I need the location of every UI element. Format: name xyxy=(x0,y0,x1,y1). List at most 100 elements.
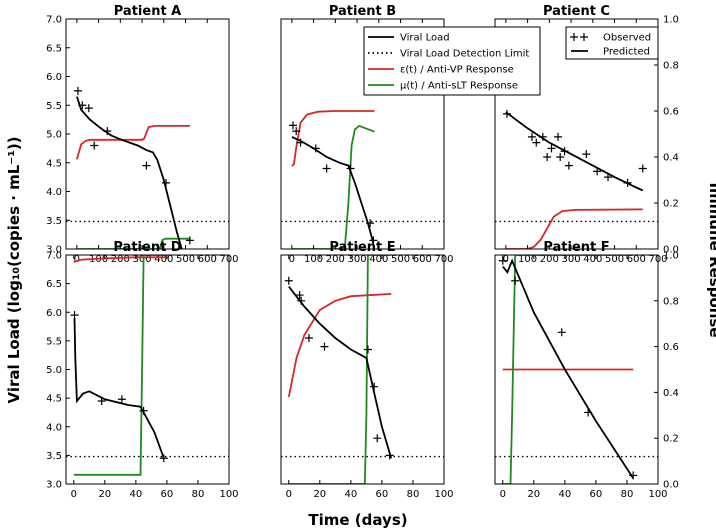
y2-tick-label: 0.6 xyxy=(663,107,679,118)
observed-point xyxy=(584,408,593,417)
y-tick-label: 3.5 xyxy=(46,451,62,462)
observed-point xyxy=(629,471,638,480)
observed-point xyxy=(284,276,293,285)
x-tick-label: 0 xyxy=(71,489,77,500)
y-tick-label: 5.0 xyxy=(46,130,62,141)
observed-point xyxy=(385,451,394,460)
anti-slt-line xyxy=(502,255,634,484)
legend-label: Predicted xyxy=(603,47,650,58)
observed-point xyxy=(296,138,305,147)
y2-tick-label: 0.8 xyxy=(663,296,679,307)
x-tick-label: 0 xyxy=(500,489,506,500)
panel-title: Patient D xyxy=(113,240,181,255)
x-tick-label: 200 xyxy=(326,254,345,265)
x-tick-label: 100 xyxy=(648,489,667,500)
legend-marker xyxy=(580,33,588,41)
observed-point xyxy=(297,296,306,305)
legend-main: Viral Load Viral Load Detection Limit ε(t)… xyxy=(363,26,541,96)
x-tick-label: 20 xyxy=(527,489,540,500)
x-tick-label: 80 xyxy=(621,489,634,500)
panel-title: Patient C xyxy=(543,4,610,19)
y2-tick-label: 1.0 xyxy=(663,15,679,26)
observed-point xyxy=(366,219,375,228)
observed-point xyxy=(288,121,297,130)
legend-label: Viral Load xyxy=(400,33,450,44)
observed-point xyxy=(623,178,632,187)
x-tick-label: 40 xyxy=(344,489,357,500)
x-tick-label: 0 xyxy=(286,489,292,500)
observed-point xyxy=(560,147,569,156)
observed-point xyxy=(564,161,573,170)
observed-point xyxy=(502,109,511,118)
viral-load-line xyxy=(76,96,183,249)
plot-area xyxy=(495,255,658,484)
x-tick-label: 600 xyxy=(627,254,646,265)
y-tick-label: 4.5 xyxy=(46,394,62,405)
observed-point xyxy=(369,236,378,245)
observed-point xyxy=(185,236,194,245)
observed-point xyxy=(638,164,647,173)
x-tick-label: 0 xyxy=(74,254,80,265)
observed-point xyxy=(511,276,520,285)
panel-frame xyxy=(494,254,659,485)
x-tick-label: 400 xyxy=(154,254,173,265)
legend-label: Viral Load Detection Limit xyxy=(400,49,529,60)
observed-point xyxy=(593,167,602,176)
y-axis-label-left: Viral Load (log₁₀(copies · mL⁻¹)) xyxy=(5,136,23,403)
anti-slt-line xyxy=(291,124,375,249)
anti-slt-line xyxy=(73,255,167,476)
x-axis-label: Time (days) xyxy=(308,511,407,529)
y-tick-label: 6.0 xyxy=(46,308,62,319)
observed-point xyxy=(346,164,355,173)
observed-point xyxy=(547,144,556,153)
y2-tick-label: 0.4 xyxy=(663,388,679,399)
legend-marker xyxy=(570,33,578,41)
x-tick-label: 20 xyxy=(98,489,111,500)
x-tick-label: 80 xyxy=(407,489,420,500)
observed-point xyxy=(582,150,591,159)
observed-point xyxy=(543,153,552,161)
x-tick-label: 300 xyxy=(562,254,581,265)
panel-frame xyxy=(494,18,659,250)
observed-point xyxy=(527,132,536,141)
anti-vp-line xyxy=(291,110,375,167)
observed-point xyxy=(142,161,151,170)
y2-tick-label: 0.0 xyxy=(663,480,679,491)
observed-point xyxy=(370,382,379,391)
x-tick-label: 300 xyxy=(133,254,152,265)
y-tick-label: 5.0 xyxy=(46,365,62,376)
x-tick-label: 100 xyxy=(304,254,323,265)
y-tick-label: 5.5 xyxy=(46,336,62,347)
y2-tick-label: 0.8 xyxy=(663,61,679,72)
y2-tick-label: 0.0 xyxy=(663,245,679,256)
x-tick-label: 500 xyxy=(605,254,624,265)
x-tick-label: 600 xyxy=(198,254,217,265)
y2-tick-label: 0.2 xyxy=(663,434,679,445)
x-tick-label: 80 xyxy=(192,489,205,500)
observed-point xyxy=(320,342,329,351)
x-tick-label: 0 xyxy=(289,254,295,265)
panel-title: Patient F xyxy=(543,240,609,255)
x-tick-label: 40 xyxy=(558,489,571,500)
panel-1: Patient A0 100 200 300 400 500 600 7003.03.54.0… xyxy=(46,4,238,265)
observed-point xyxy=(292,127,301,136)
plot-area xyxy=(66,86,229,249)
y2-tick-label: 0.6 xyxy=(663,342,679,353)
x-tick-label: 0 xyxy=(503,254,509,265)
viral-load-line xyxy=(288,285,393,459)
legend-label: μ(t) / Anti-sLT Response xyxy=(400,81,518,92)
panel-4: Patient D 0 20 40 60 80 100 3.0 3.5 4.0 4.5 5.0 5.5 6… xyxy=(46,240,238,500)
panel-title: Patient A xyxy=(114,4,182,19)
panel-title: Patient E xyxy=(329,240,395,255)
viral-load-line xyxy=(73,317,165,459)
observed-point xyxy=(159,454,168,463)
observed-point xyxy=(117,395,126,404)
observed-point xyxy=(139,406,148,415)
x-tick-label: 500 xyxy=(176,254,195,265)
observed-point xyxy=(557,328,566,337)
observed-point xyxy=(604,173,613,182)
anti-slt-line xyxy=(288,255,392,484)
plot-area xyxy=(281,255,444,484)
y-tick-label: 3.0 xyxy=(46,245,62,256)
